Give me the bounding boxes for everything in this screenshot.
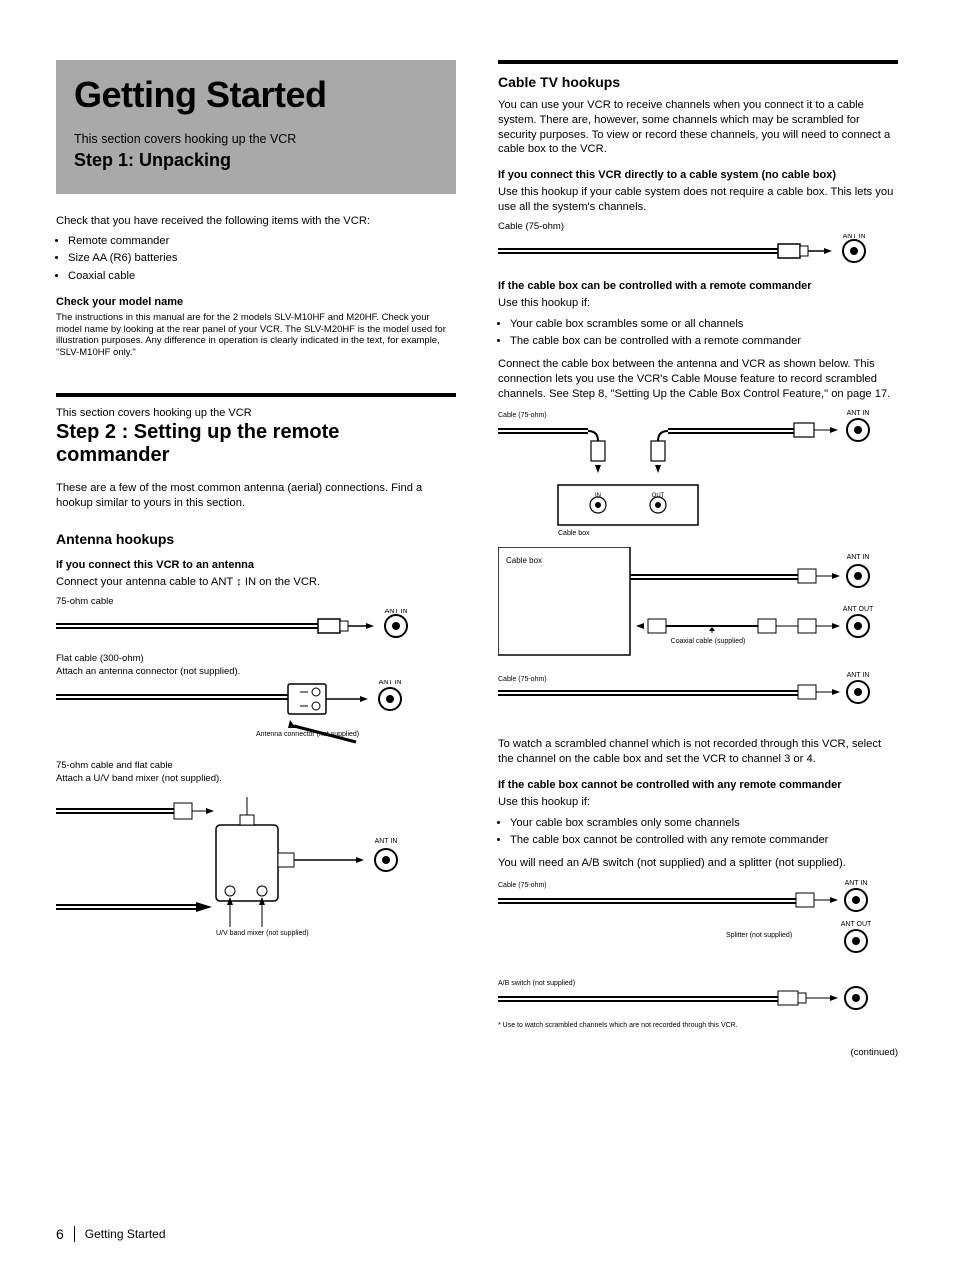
check-model-text: The instructions in this manual are for … bbox=[56, 312, 456, 360]
section-big: Step 2 : Setting up the remote commander bbox=[56, 421, 456, 467]
cable-lead: You can use your VCR to receive channels… bbox=[498, 98, 898, 157]
cable-p3b: Your cable box scrambles only some chann… bbox=[498, 816, 898, 848]
caption-cable: Cable (75-ohm) bbox=[498, 221, 898, 232]
page-title: Getting Started bbox=[74, 74, 438, 116]
label-antcon: Antenna connector (not supplied) bbox=[256, 731, 359, 738]
label-ant-in: ANT IN bbox=[375, 838, 398, 845]
caption-comb: 75-ohm cable and flat cable bbox=[56, 760, 456, 771]
continued: (continued) bbox=[498, 1047, 898, 1059]
left-column: Getting Started This section covers hook… bbox=[56, 60, 456, 1059]
list-item: The cable box cannot be controlled with … bbox=[510, 833, 898, 848]
label-ant-out2: ANT OUT bbox=[841, 921, 872, 928]
cable-p3c: You will need an A/B switch (not supplie… bbox=[498, 856, 898, 871]
list-item: Remote commander bbox=[68, 234, 456, 249]
list-item: The cable box can be controlled with a r… bbox=[510, 334, 898, 349]
label-ab: A/B switch (not supplied) bbox=[498, 980, 575, 987]
cable-p1: Use this hookup if your cable system doe… bbox=[498, 185, 898, 215]
cablebox-coax-icon: Cable box ANT IN Coaxial cable (supplied… bbox=[498, 547, 878, 727]
cable-sub2: If the cable box can be controlled with … bbox=[498, 280, 898, 292]
caption-cable2: Cable (75-ohm) bbox=[498, 676, 547, 683]
diagram-cable-direct: Cable (75-ohm) ANT IN bbox=[498, 221, 898, 268]
header-subtitle-big: Step 1: Unpacking bbox=[74, 150, 438, 172]
cable-p3a: Use this hookup if: bbox=[498, 795, 898, 810]
label-ant-in: ANT IN bbox=[385, 609, 408, 615]
list-item: Your cable box scrambles some or all cha… bbox=[510, 317, 898, 332]
label-out: OUT bbox=[652, 493, 665, 499]
label-ant-in: ANT IN bbox=[845, 880, 868, 887]
right-column: Cable TV hookups You can use your VCR to… bbox=[498, 60, 898, 1059]
unpacking-list: Remote commander Size AA (R6) batteries … bbox=[56, 234, 456, 283]
cable-p2c: Connect the cable box between the antenn… bbox=[498, 357, 898, 401]
diagram-cablebox-coax: Cable box ANT IN Coaxial cable (supplied… bbox=[498, 547, 898, 727]
list-item: Size AA (R6) batteries bbox=[68, 251, 456, 266]
label-cablebox2: Cable box bbox=[506, 556, 542, 565]
caption-comb-note: Attach a U/V band mixer (not supplied). bbox=[56, 773, 456, 784]
mixer-icon: ANT IN U/V band mixer (not supplied) bbox=[56, 787, 416, 937]
label-ant-out: ANT OUT bbox=[843, 606, 874, 613]
header-block: Getting Started This section covers hook… bbox=[56, 60, 456, 194]
antenna-sub-head: If you connect this VCR to an antenna bbox=[56, 559, 456, 571]
check-model-head: Check your model name bbox=[56, 296, 456, 308]
list-item: Your cable box scrambles only some chann… bbox=[510, 816, 898, 831]
antenna-p1: Connect your antenna cable to ANT ↕ IN o… bbox=[56, 575, 456, 590]
cable-sub3: If the cable box cannot be controlled wi… bbox=[498, 779, 898, 791]
cable-simple-icon: ANT IN bbox=[56, 609, 416, 643]
section-divider bbox=[56, 393, 456, 397]
cable-p2b: Your cable box scrambles some or all cha… bbox=[498, 317, 898, 349]
section-divider-right bbox=[498, 60, 898, 64]
cable-direct-icon: ANT IN bbox=[498, 234, 878, 268]
cable-p2a: Use this hookup if: bbox=[498, 296, 898, 311]
section-small: This section covers hooking up the VCR bbox=[56, 407, 456, 419]
diagram-75ohm: 75-ohm cable ANT IN bbox=[56, 596, 456, 643]
caption-75ohm: 75-ohm cable bbox=[56, 596, 456, 607]
footer-divider bbox=[74, 1226, 75, 1242]
cablebox-icon: Cable (75-ohm) IN OUT Cable box bbox=[498, 407, 878, 537]
diagram-splitter: Cable (75-ohm) ANT IN Splitter (not supp… bbox=[498, 877, 898, 1037]
diagram-mixer: 75-ohm cable and flat cable Attach a U/V… bbox=[56, 760, 456, 937]
caption-note: * Use to watch scrambled channels which … bbox=[498, 1022, 738, 1029]
diagram-flat: Flat cable (300-ohm) Attach an antenna c… bbox=[56, 653, 456, 750]
label-coax: Coaxial cable (supplied) bbox=[671, 638, 746, 645]
unpacking-intro: Check that you have received the followi… bbox=[56, 214, 456, 229]
footer-section: Getting Started bbox=[85, 1227, 166, 1241]
cable-p2d: To watch a scrambled channel which is no… bbox=[498, 737, 898, 767]
label-mixer: U/V band mixer (not supplied) bbox=[216, 930, 309, 937]
flat-cable-icon: ANT IN Antenna connector (not supplied) bbox=[56, 680, 416, 750]
splitter-icon: Cable (75-ohm) ANT IN Splitter (not supp… bbox=[498, 877, 878, 1037]
caption-flat: Flat cable (300-ohm) bbox=[56, 653, 456, 664]
cable-hookups-head: Cable TV hookups bbox=[498, 74, 898, 90]
label-ant-in: ANT IN bbox=[847, 672, 870, 679]
cable-sub1: If you connect this VCR directly to a ca… bbox=[498, 169, 898, 181]
caption-cable3: Cable (75-ohm) bbox=[498, 882, 547, 889]
label-split: Splitter (not supplied) bbox=[726, 932, 792, 939]
label-ant-in: ANT IN bbox=[379, 680, 402, 686]
label-ant-in: ANT IN bbox=[847, 554, 870, 561]
label-ant-in: ANT IN bbox=[847, 410, 870, 417]
caption-cable: Cable (75-ohm) bbox=[498, 412, 547, 419]
label-in: IN bbox=[595, 493, 601, 499]
label-cablebox: Cable box bbox=[558, 530, 590, 537]
diagram-cablebox: Cable (75-ohm) IN OUT Cable box bbox=[498, 407, 898, 537]
antenna-hookups-head: Antenna hookups bbox=[56, 531, 456, 547]
label-ant-in: ANT IN bbox=[843, 234, 866, 240]
page-footer: 6 Getting Started bbox=[56, 1226, 166, 1242]
header-subtitle-small: This section covers hooking up the VCR bbox=[74, 132, 438, 146]
caption-flat-note: Attach an antenna connector (not supplie… bbox=[56, 666, 456, 677]
step2-lead: These are a few of the most common anten… bbox=[56, 481, 456, 511]
page-number: 6 bbox=[56, 1226, 64, 1242]
list-item: Coaxial cable bbox=[68, 269, 456, 284]
